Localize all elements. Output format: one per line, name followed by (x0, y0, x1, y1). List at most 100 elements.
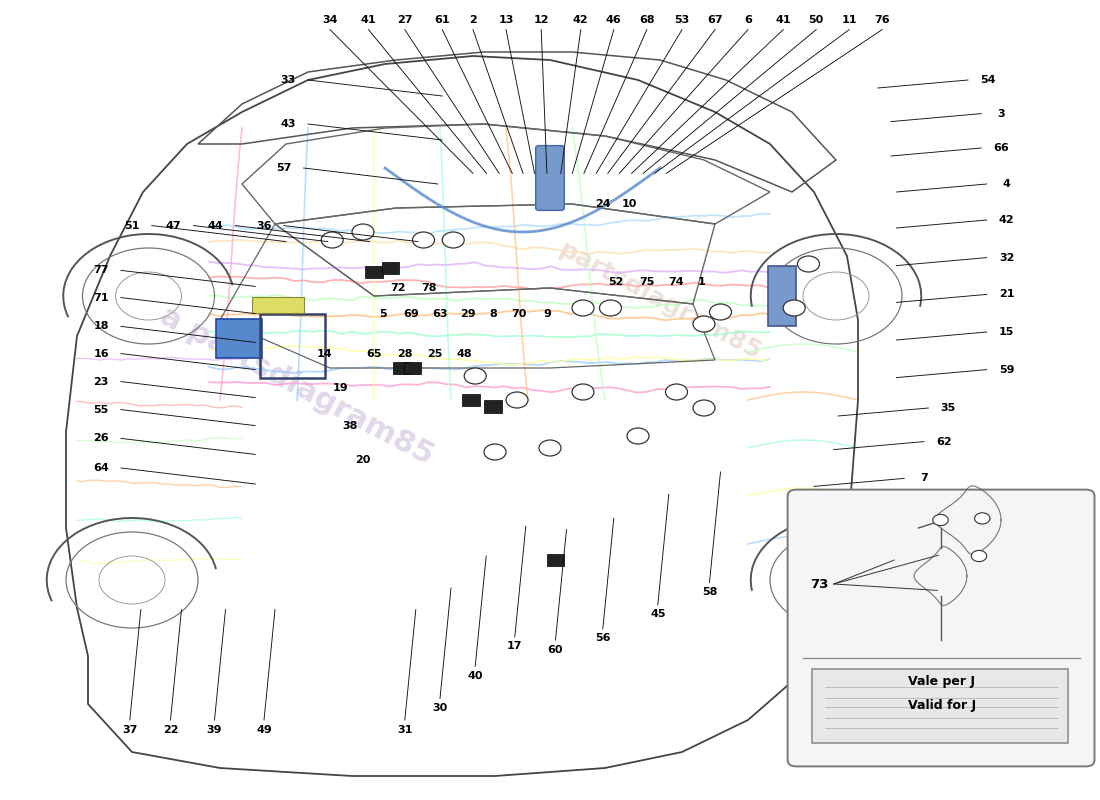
Text: 42: 42 (999, 215, 1014, 225)
Text: 28: 28 (397, 349, 412, 358)
Text: 31: 31 (397, 725, 412, 734)
Text: 18: 18 (94, 322, 109, 331)
Text: 39: 39 (207, 725, 222, 734)
Text: 78: 78 (421, 283, 437, 293)
Text: 32: 32 (999, 253, 1014, 262)
FancyBboxPatch shape (547, 554, 564, 566)
Text: 33: 33 (280, 75, 296, 85)
Text: 72: 72 (390, 283, 406, 293)
Circle shape (933, 514, 948, 526)
Text: 1: 1 (697, 277, 706, 286)
Text: 15: 15 (999, 327, 1014, 337)
Text: 5: 5 (379, 309, 386, 318)
Text: 27: 27 (397, 15, 412, 25)
Text: 75: 75 (639, 277, 654, 286)
Text: 17: 17 (507, 642, 522, 651)
Text: 65: 65 (366, 349, 382, 358)
Text: 41: 41 (361, 15, 376, 25)
FancyBboxPatch shape (393, 362, 410, 374)
Text: 7: 7 (920, 474, 928, 483)
Circle shape (971, 550, 987, 562)
Circle shape (539, 440, 561, 456)
Text: Vale per J: Vale per J (909, 675, 975, 688)
Text: 50: 50 (808, 15, 824, 25)
Text: 24: 24 (595, 199, 610, 209)
Text: 41: 41 (776, 15, 791, 25)
Text: 68: 68 (639, 15, 654, 25)
Text: 13: 13 (498, 15, 514, 25)
Circle shape (352, 224, 374, 240)
Text: 16: 16 (94, 349, 109, 358)
Text: 23: 23 (94, 377, 109, 386)
Circle shape (572, 300, 594, 316)
Text: 4: 4 (1002, 179, 1011, 189)
Text: 8: 8 (488, 309, 497, 318)
Text: 57: 57 (276, 163, 292, 173)
Text: 34: 34 (322, 15, 338, 25)
Text: 19: 19 (333, 383, 349, 393)
Circle shape (484, 444, 506, 460)
Circle shape (693, 400, 715, 416)
Text: a partsdiagram85: a partsdiagram85 (155, 301, 439, 470)
FancyBboxPatch shape (252, 297, 304, 313)
Text: 74: 74 (669, 277, 684, 286)
FancyBboxPatch shape (812, 669, 1068, 743)
Text: 2: 2 (469, 15, 477, 25)
Text: 63: 63 (432, 309, 448, 318)
Text: 77: 77 (94, 266, 109, 275)
Circle shape (627, 428, 649, 444)
Text: 48: 48 (456, 349, 472, 358)
Circle shape (572, 384, 594, 400)
Circle shape (442, 232, 464, 248)
Circle shape (464, 368, 486, 384)
Text: 59: 59 (999, 365, 1014, 374)
Circle shape (783, 300, 805, 316)
Circle shape (666, 384, 688, 400)
Text: 37: 37 (122, 725, 138, 734)
Text: 67: 67 (707, 15, 723, 25)
Text: 10: 10 (621, 199, 637, 209)
Text: 52: 52 (608, 277, 624, 286)
Circle shape (321, 232, 343, 248)
Text: 73: 73 (811, 578, 828, 590)
Text: 11: 11 (842, 15, 857, 25)
FancyBboxPatch shape (536, 146, 564, 210)
Text: 42: 42 (573, 15, 588, 25)
Text: 55: 55 (94, 405, 109, 414)
Text: 35: 35 (940, 403, 956, 413)
Text: partsdiagram85: partsdiagram85 (554, 238, 766, 365)
Text: 25: 25 (427, 349, 442, 358)
Text: 6: 6 (744, 15, 752, 25)
Text: 44: 44 (208, 221, 223, 230)
Text: 60: 60 (548, 645, 563, 654)
Circle shape (975, 513, 990, 524)
Text: 9: 9 (543, 309, 552, 318)
Text: 29: 29 (460, 309, 475, 318)
FancyBboxPatch shape (216, 319, 262, 358)
Text: 20: 20 (355, 455, 371, 465)
Text: 62: 62 (936, 437, 952, 446)
Circle shape (600, 300, 621, 316)
FancyBboxPatch shape (768, 266, 796, 326)
Text: 26: 26 (94, 434, 109, 443)
Text: 70: 70 (512, 309, 527, 318)
Circle shape (412, 232, 434, 248)
FancyBboxPatch shape (365, 266, 383, 278)
Text: 3: 3 (998, 109, 1004, 118)
Text: 64: 64 (94, 463, 109, 473)
Text: 51: 51 (124, 221, 140, 230)
Text: 49: 49 (256, 725, 272, 734)
Text: 47: 47 (166, 221, 182, 230)
Text: 22: 22 (163, 725, 178, 734)
Text: 76: 76 (874, 15, 890, 25)
Text: 61: 61 (434, 15, 450, 25)
Circle shape (710, 304, 732, 320)
Text: 56: 56 (595, 634, 610, 643)
Text: 66: 66 (993, 143, 1009, 153)
FancyBboxPatch shape (382, 262, 399, 274)
Text: 38: 38 (342, 421, 358, 430)
Text: 58: 58 (702, 587, 717, 597)
FancyBboxPatch shape (462, 394, 480, 406)
Text: 12: 12 (534, 15, 549, 25)
Circle shape (506, 392, 528, 408)
